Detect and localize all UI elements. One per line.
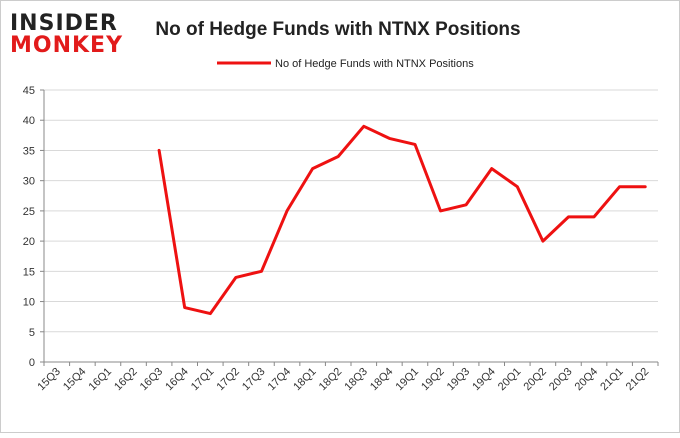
- legend: No of Hedge Funds with NTNX Positions: [217, 58, 474, 70]
- y-tick-label: 25: [23, 206, 35, 218]
- y-tick-label: 20: [23, 236, 35, 248]
- y-tick-label: 40: [23, 115, 35, 127]
- y-tick-labels: 0 5 10 15 20 25 30 35 40 45: [23, 85, 35, 369]
- y-tick-label: 30: [23, 176, 35, 188]
- chart-title: No of Hedge Funds with NTNX Positions: [155, 19, 520, 40]
- series-lines: [157, 124, 647, 316]
- y-tick-label: 35: [23, 145, 35, 157]
- y-tick-label: 15: [23, 266, 35, 278]
- y-tick-label: 10: [23, 297, 35, 309]
- axes: [40, 89, 659, 366]
- insider-monkey-logo: INSIDER MONKEY: [10, 11, 123, 58]
- logo-line-monkey: MONKEY: [10, 33, 123, 58]
- y-tick-label: 45: [23, 85, 35, 97]
- logo-line-insider: INSIDER: [10, 11, 118, 36]
- y-tick-label: 0: [29, 357, 35, 369]
- y-tick-label: 5: [29, 327, 35, 339]
- series-line: [157, 124, 647, 316]
- gridlines: [44, 89, 658, 333]
- legend-label: No of Hedge Funds with NTNX Positions: [275, 58, 474, 70]
